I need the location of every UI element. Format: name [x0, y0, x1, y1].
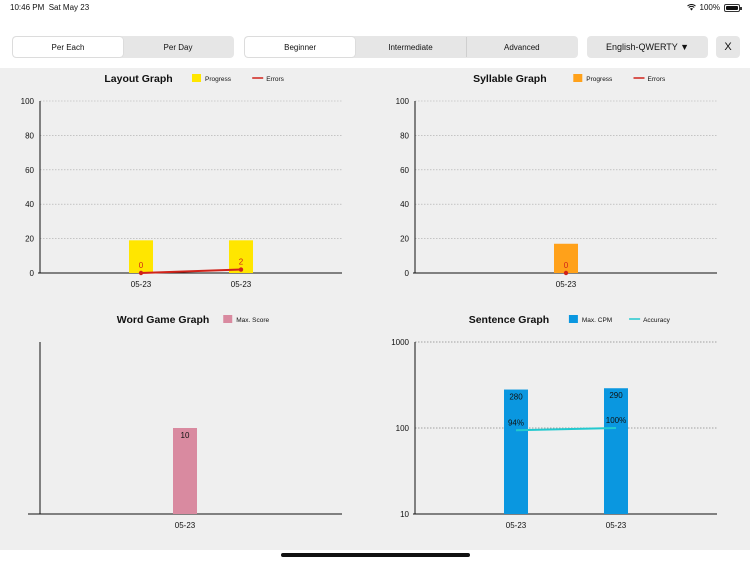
y-tick-label: 40: [400, 200, 409, 209]
bar-data-label: 290: [609, 391, 623, 400]
y-tick-label: 20: [25, 235, 34, 244]
graphs-area: Layout Graph Progress Errors 0 20 40 60 80 100 05…: [0, 68, 750, 550]
layout-graph-panel: Layout Graph Progress Errors 0 20 40 60 80 100 05…: [0, 68, 375, 314]
mode-option-per-day[interactable]: Per Day: [163, 42, 193, 52]
bar: [504, 389, 528, 514]
close-button[interactable]: X: [716, 36, 740, 58]
legend-swatch: [223, 315, 233, 323]
y-tick-label: 0: [30, 269, 35, 278]
x-tick-label: 05-23: [175, 521, 196, 530]
chart-title: Word Game Graph: [117, 314, 210, 326]
level-option-intermediate[interactable]: Intermediate: [388, 42, 433, 52]
battery-icon: [724, 3, 742, 12]
legend-label: Max. Score: [236, 317, 269, 324]
legend-label: Errors: [266, 76, 284, 83]
sentence-graph-panel: Sentence Graph Max. CPM Accuracy 10 100 1000 0…: [375, 309, 750, 555]
bar: [604, 388, 628, 514]
line-data-label: 100%: [606, 416, 626, 425]
mode-segmented-control: Per Each Per Day: [12, 36, 234, 58]
bar: [129, 240, 153, 273]
y-tick-label: 100: [396, 424, 410, 433]
y-tick-label: 80: [25, 131, 34, 140]
x-tick-label: 05-23: [606, 521, 627, 530]
x-tick-label: 05-23: [556, 280, 577, 289]
layout-chart: Layout Graph Progress Errors02040608010005…: [21, 73, 342, 289]
series-line: [515, 427, 617, 432]
x-tick-label: 05-23: [131, 280, 152, 289]
battery-percent: 100%: [699, 3, 720, 12]
y-tick-label: 40: [25, 200, 34, 209]
legend-swatch: [568, 315, 578, 323]
x-tick-label: 05-23: [506, 521, 527, 530]
bar: [554, 243, 578, 273]
y-tick-label: 100: [21, 97, 35, 106]
chart-title: Sentence Graph: [469, 314, 550, 326]
status-time: 10:46 PM Sat May 23: [10, 3, 90, 12]
y-tick-label: 60: [25, 166, 34, 175]
level-segmented-control: Beginner Intermediate Advanced: [244, 36, 578, 58]
legend-label: Progress: [205, 76, 232, 83]
y-tick-label: 0: [405, 269, 410, 278]
status-bar: 10:46 PM Sat May 23 100%: [0, 0, 750, 14]
line-data-label: 94%: [508, 418, 524, 427]
line-data-label: 0: [564, 261, 569, 270]
legend-label: Max. CPM: [582, 317, 612, 324]
legend-label: Progress: [586, 76, 613, 83]
sentence-chart: Sentence Graph Max. CPM Accuracy 10 100 1000 0…: [391, 314, 717, 530]
y-tick-label: 1000: [391, 338, 409, 347]
mode-option-per-each[interactable]: Per Each: [13, 37, 123, 57]
legend-label: Accuracy: [643, 317, 670, 324]
legend-swatch: [573, 74, 583, 82]
chart-title: Syllable Graph: [473, 73, 547, 85]
line-point: [563, 270, 569, 276]
chart-title: Layout Graph: [104, 73, 172, 85]
language-dropdown-button[interactable]: English-QWERTY ▼: [587, 36, 708, 58]
level-option-advanced[interactable]: Advanced: [465, 37, 577, 57]
y-tick-label: 80: [400, 131, 409, 140]
bar-data-label: 10: [181, 431, 190, 440]
line-point: [138, 270, 144, 276]
series-line: [140, 268, 242, 274]
legend-label: Errors: [648, 76, 666, 83]
x-tick-label: 05-23: [231, 280, 252, 289]
level-option-beginner[interactable]: Beginner: [245, 37, 356, 57]
bar: [173, 428, 197, 514]
bar-data-label: 280: [509, 393, 523, 402]
y-tick-label: 100: [396, 97, 410, 106]
y-tick-label: 20: [400, 235, 409, 244]
y-tick-label: 60: [400, 166, 409, 175]
line-data-label: 0: [139, 261, 144, 270]
home-indicator: [281, 553, 470, 557]
wifi-icon: [686, 4, 696, 11]
syllable-chart: Syllable Graph Progress Errors 0 20 40 60 80 100…: [396, 73, 717, 289]
y-tick-label: 10: [400, 510, 409, 519]
status-right: 100%: [686, 3, 742, 12]
word-chart: Word Game Graph Max. Score 05-23 10: [28, 314, 342, 530]
legend-swatch: [192, 74, 201, 82]
word-game-graph-panel: Word Game Graph Max. Score 05-23 10: [0, 309, 375, 555]
status-date: Sat May 23: [48, 3, 90, 12]
syllable-graph-panel: Syllable Graph Progress Errors 0 20 40 60 80 100…: [375, 68, 750, 314]
line-point: [238, 267, 244, 272]
line-data-label: 2: [239, 258, 244, 267]
